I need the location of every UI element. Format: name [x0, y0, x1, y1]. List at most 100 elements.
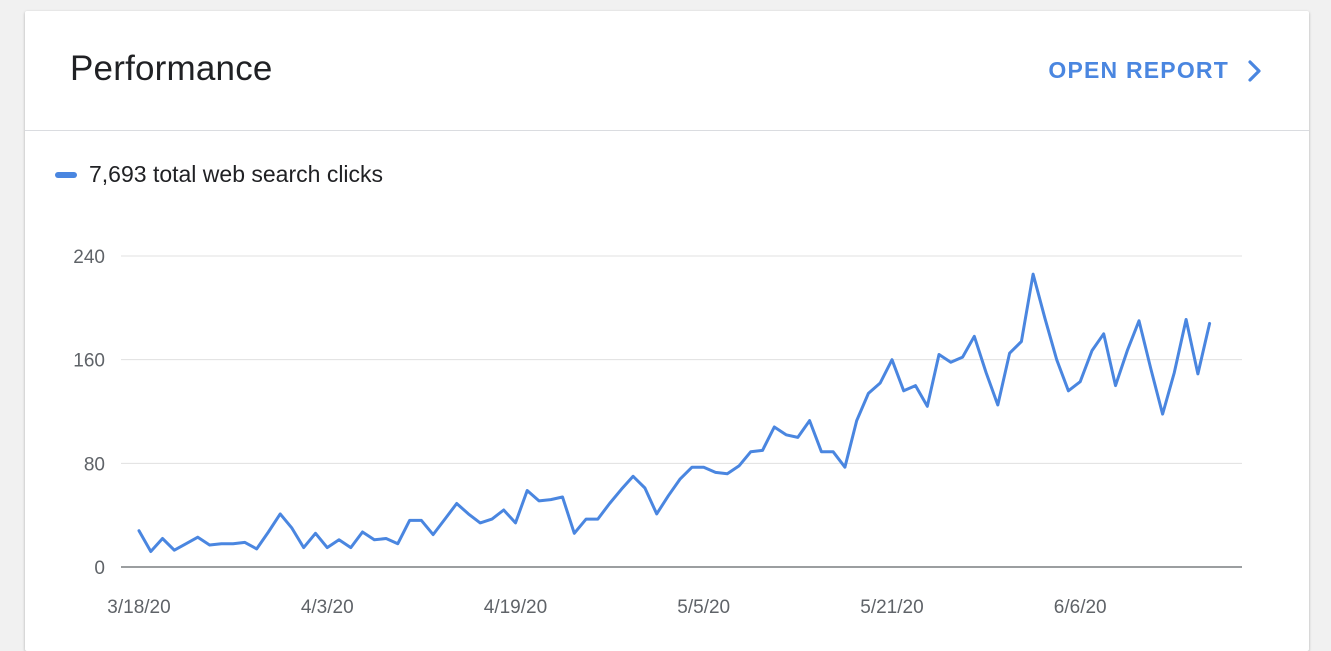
- data-point[interactable]: [159, 534, 167, 542]
- data-point[interactable]: [488, 515, 496, 523]
- data-point[interactable]: [888, 356, 896, 364]
- data-point[interactable]: [1088, 347, 1096, 355]
- data-point[interactable]: [523, 487, 531, 495]
- data-point[interactable]: [900, 387, 908, 395]
- data-point[interactable]: [1041, 314, 1049, 322]
- data-point[interactable]: [288, 524, 296, 532]
- data-point[interactable]: [182, 540, 190, 548]
- data-point[interactable]: [476, 519, 484, 527]
- data-point[interactable]: [1006, 349, 1014, 357]
- data-point[interactable]: [1194, 370, 1202, 378]
- data-point[interactable]: [864, 389, 872, 397]
- data-point[interactable]: [535, 497, 543, 505]
- data-point[interactable]: [417, 516, 425, 524]
- open-report-label: OPEN REPORT: [1048, 57, 1229, 83]
- data-point[interactable]: [1076, 378, 1084, 386]
- chart-legend[interactable]: 7,693 total web search clicks: [55, 161, 383, 188]
- data-point[interactable]: [1159, 410, 1167, 418]
- y-tick-label: 80: [84, 454, 105, 475]
- data-point[interactable]: [723, 470, 731, 478]
- data-point[interactable]: [511, 519, 519, 527]
- data-point[interactable]: [394, 540, 402, 548]
- data-point[interactable]: [653, 510, 661, 518]
- data-point[interactable]: [300, 544, 308, 552]
- data-point[interactable]: [382, 534, 390, 542]
- data-point[interactable]: [770, 423, 778, 431]
- data-point[interactable]: [617, 485, 625, 493]
- data-point[interactable]: [500, 506, 508, 514]
- data-point[interactable]: [276, 510, 284, 518]
- data-point[interactable]: [676, 475, 684, 483]
- data-point[interactable]: [829, 448, 837, 456]
- data-point[interactable]: [135, 527, 143, 535]
- card-header: Performance OPEN REPORT: [25, 11, 1309, 131]
- data-point[interactable]: [664, 492, 672, 500]
- data-point[interactable]: [194, 533, 202, 541]
- data-point[interactable]: [606, 500, 614, 508]
- data-point[interactable]: [994, 401, 1002, 409]
- data-point[interactable]: [947, 358, 955, 366]
- data-point[interactable]: [959, 353, 967, 361]
- data-point[interactable]: [570, 529, 578, 537]
- data-point[interactable]: [429, 531, 437, 539]
- data-point[interactable]: [464, 510, 472, 518]
- data-point[interactable]: [170, 546, 178, 554]
- data-point[interactable]: [241, 538, 249, 546]
- clicks-series-line[interactable]: [137, 272, 1212, 553]
- data-point[interactable]: [559, 493, 567, 501]
- data-point[interactable]: [853, 417, 861, 425]
- data-point[interactable]: [911, 382, 919, 390]
- data-point[interactable]: [982, 369, 990, 377]
- data-point[interactable]: [935, 350, 943, 358]
- data-point[interactable]: [229, 540, 237, 548]
- data-point[interactable]: [359, 528, 367, 536]
- data-point[interactable]: [547, 496, 555, 504]
- data-point[interactable]: [1064, 387, 1072, 395]
- data-point[interactable]: [1100, 330, 1108, 338]
- data-point[interactable]: [594, 515, 602, 523]
- data-point[interactable]: [582, 515, 590, 523]
- data-point[interactable]: [253, 545, 261, 553]
- data-point[interactable]: [1135, 317, 1143, 325]
- data-point[interactable]: [1147, 365, 1155, 373]
- y-tick-label: 0: [94, 558, 105, 579]
- data-point[interactable]: [1170, 369, 1178, 377]
- data-point[interactable]: [970, 332, 978, 340]
- data-point[interactable]: [1053, 356, 1061, 364]
- data-point[interactable]: [1111, 382, 1119, 390]
- data-point[interactable]: [147, 547, 155, 555]
- data-point[interactable]: [747, 448, 755, 456]
- data-point[interactable]: [323, 544, 331, 552]
- data-point[interactable]: [335, 536, 343, 544]
- data-point[interactable]: [217, 540, 225, 548]
- data-point[interactable]: [264, 528, 272, 536]
- data-point[interactable]: [688, 463, 696, 471]
- data-point[interactable]: [641, 484, 649, 492]
- data-point[interactable]: [817, 448, 825, 456]
- x-tick-label: 5/5/20: [677, 597, 730, 618]
- data-point[interactable]: [794, 433, 802, 441]
- open-report-link[interactable]: OPEN REPORT: [1048, 57, 1263, 84]
- data-point[interactable]: [441, 515, 449, 523]
- data-point[interactable]: [841, 463, 849, 471]
- data-point[interactable]: [370, 536, 378, 544]
- data-point[interactable]: [700, 463, 708, 471]
- data-point[interactable]: [347, 544, 355, 552]
- data-point[interactable]: [876, 379, 884, 387]
- data-point[interactable]: [206, 541, 214, 549]
- data-point[interactable]: [923, 402, 931, 410]
- data-point[interactable]: [1182, 315, 1190, 323]
- data-point[interactable]: [806, 417, 814, 425]
- data-point[interactable]: [1206, 319, 1214, 327]
- data-point[interactable]: [629, 472, 637, 480]
- data-point[interactable]: [1123, 347, 1131, 355]
- data-point[interactable]: [782, 431, 790, 439]
- data-point[interactable]: [1017, 338, 1025, 346]
- data-point[interactable]: [711, 468, 719, 476]
- data-point[interactable]: [759, 446, 767, 454]
- data-point[interactable]: [735, 462, 743, 470]
- data-point[interactable]: [1029, 270, 1037, 278]
- data-point[interactable]: [406, 516, 414, 524]
- data-point[interactable]: [311, 529, 319, 537]
- data-point[interactable]: [453, 500, 461, 508]
